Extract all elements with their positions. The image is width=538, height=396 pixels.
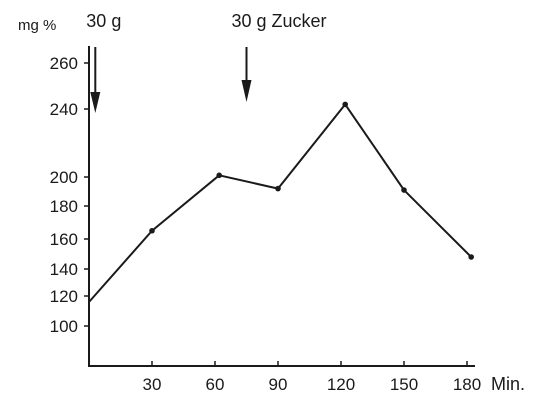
y-tick-label: 260 [50,54,78,73]
y-tick-label: 140 [50,260,78,279]
y-tick-label: 160 [50,230,78,249]
annotation-arrow-head [90,92,101,113]
data-point [401,187,407,193]
x-axis-label: Min. [491,374,525,394]
x-tick-label: 120 [327,375,355,394]
y-tick-label: 180 [50,197,78,216]
x-tick-label: 180 [453,375,481,394]
y-axis-label: mg % [18,17,56,34]
data-point [342,101,349,108]
y-tick-label: 120 [50,287,78,306]
annotation-label: 30 g [86,11,121,31]
data-point [275,185,281,192]
x-tick-label: 60 [206,375,225,394]
data-point [149,227,155,234]
y-tick-label: 100 [50,317,78,336]
series-line [88,103,472,303]
annotation-arrow-head [241,80,252,102]
y-tick-label: 200 [50,168,78,187]
x-tick-label: 30 [143,375,162,394]
x-tick-label: 90 [269,375,288,394]
data-point [216,172,222,179]
annotation-label: 30 g Zucker [232,11,327,31]
x-tick-label: 150 [390,375,418,394]
data-point [468,254,475,260]
y-tick-label: 240 [50,100,78,119]
